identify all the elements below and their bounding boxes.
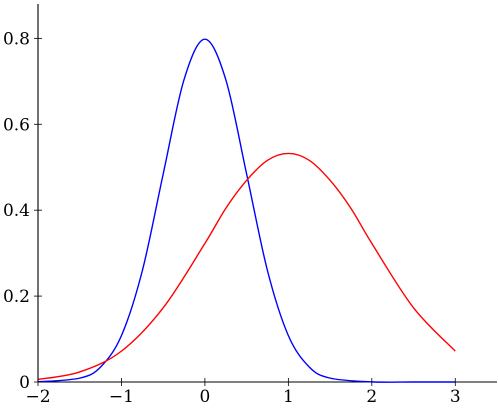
x-tick-label: −2	[25, 387, 50, 407]
y-tick-label: 0	[19, 373, 30, 393]
series-line-blue	[37, 38, 456, 383]
y-tick-label: 0.4	[3, 201, 30, 221]
y-tick-label: 0.8	[3, 29, 30, 49]
plot-series	[37, 38, 456, 383]
x-tick-label: 3	[450, 387, 461, 407]
x-tick-label: 0	[199, 387, 210, 407]
series-line-red	[37, 152, 456, 381]
y-tick-label: 0.6	[3, 115, 30, 135]
y-tick-label: 0.2	[3, 287, 30, 307]
ticks: −2 −1 0 1 2 3 0 0.2 0.4 0.6 0.8	[3, 29, 461, 407]
x-tick-label: 2	[366, 387, 377, 407]
x-tick-label: 1	[283, 387, 294, 407]
x-tick-label: −1	[109, 387, 134, 407]
